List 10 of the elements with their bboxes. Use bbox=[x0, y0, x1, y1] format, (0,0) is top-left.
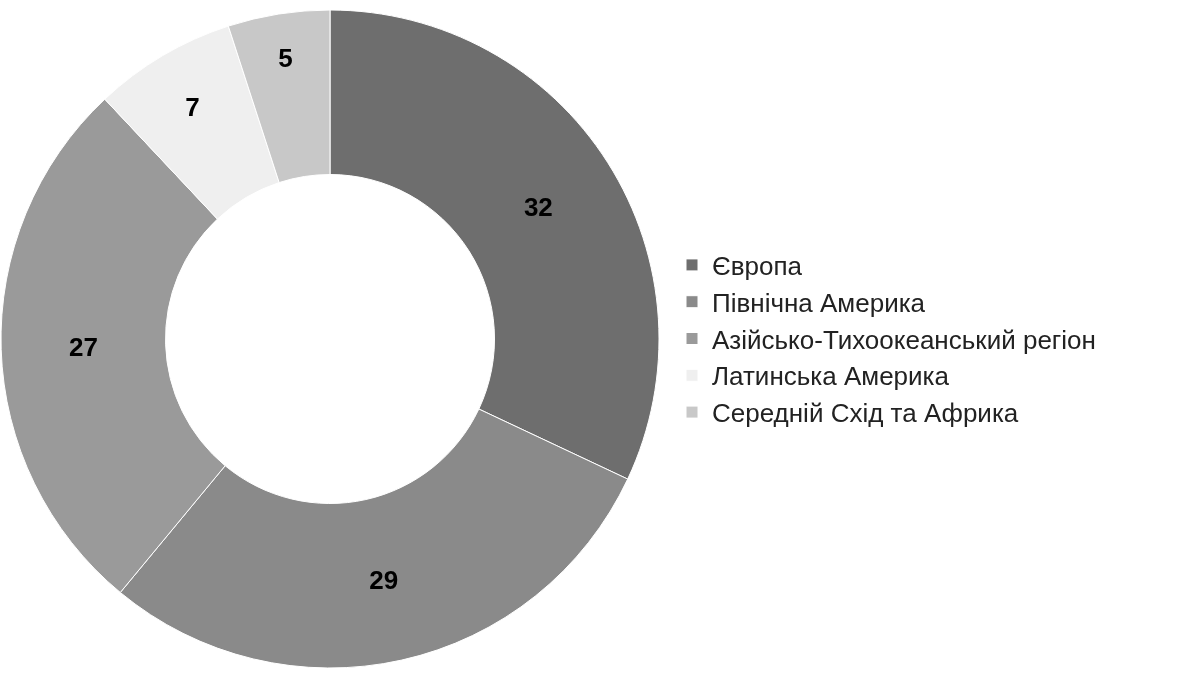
data-label: 32 bbox=[523, 191, 553, 222]
legend-label: Середній Схід та Африка bbox=[712, 398, 1019, 429]
data-label: 5 bbox=[278, 43, 293, 74]
legend-label: Північна Америка bbox=[712, 287, 926, 318]
data-label: 7 bbox=[185, 91, 200, 122]
legend-label: Латинська Америка bbox=[712, 361, 950, 392]
data-label: 27 bbox=[68, 331, 98, 362]
data-label: 29 bbox=[369, 564, 399, 595]
legend-label: Європа bbox=[712, 251, 803, 282]
legend-label: Азійсько-Тихоокеанський регіон bbox=[712, 324, 1096, 355]
